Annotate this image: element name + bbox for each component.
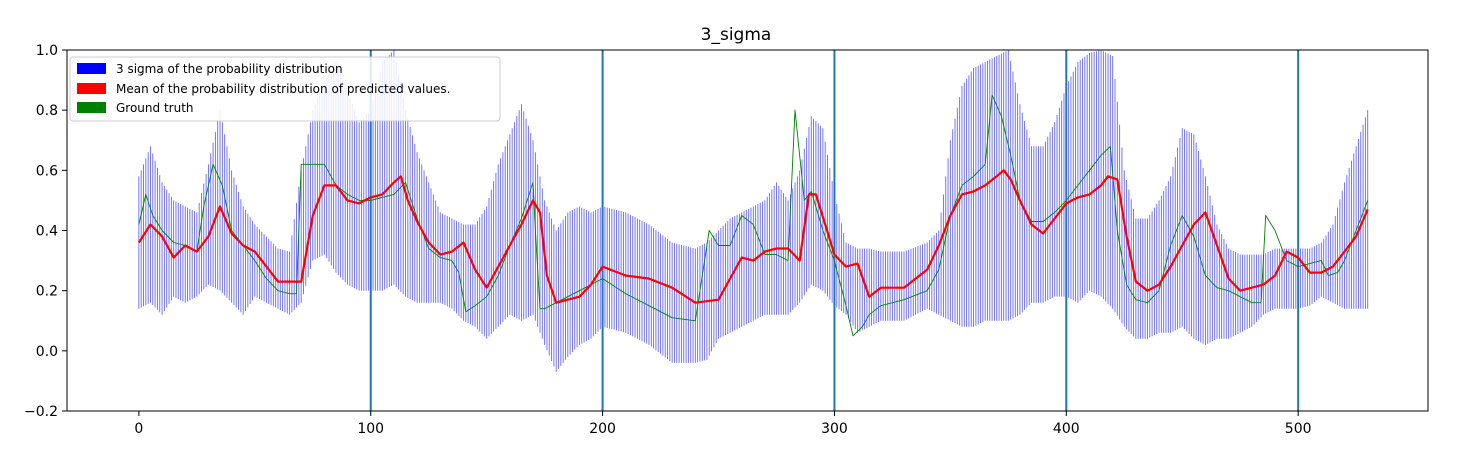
x-tick-label: 100 xyxy=(357,421,384,437)
y-tick-label: 0.0 xyxy=(36,344,58,360)
legend: 3 sigma of the probability distribution … xyxy=(69,56,501,122)
plot-area xyxy=(137,50,1369,411)
legend-label-sigma: 3 sigma of the probability distribution xyxy=(116,62,343,76)
legend-label-mean: Mean of the probability distribution of … xyxy=(116,82,450,96)
y-tick-label: 0.2 xyxy=(36,284,58,300)
axes: 0 100 200 300 400 500 −0.2 0.0 0.2 0.4 0.6 0.8 1.0 xyxy=(24,43,1429,437)
y-tick-label: 0.6 xyxy=(36,163,58,179)
legend-swatch-mean xyxy=(77,83,106,94)
y-tick-label: 0.4 xyxy=(36,224,58,240)
y-tick-label: 0.8 xyxy=(36,103,58,119)
mean-line xyxy=(137,169,1369,304)
chart-title: 3_sigma xyxy=(701,25,772,45)
x-tick-label: 400 xyxy=(1053,421,1080,437)
legend-label-ground-truth: Ground truth xyxy=(116,101,194,115)
x-tick-label: 200 xyxy=(589,421,616,437)
x-tick-label: 500 xyxy=(1285,421,1312,437)
legend-swatch-sigma xyxy=(77,63,106,74)
ground-truth-line xyxy=(138,94,1369,337)
y-tick-label: 1.0 xyxy=(36,43,58,59)
x-tick-label: 0 xyxy=(134,421,143,437)
legend-box xyxy=(69,56,501,122)
x-tick-label: 300 xyxy=(821,421,848,437)
sigma-band xyxy=(138,50,1369,372)
y-tick-label: −0.2 xyxy=(24,404,58,420)
plot-content xyxy=(137,50,1369,411)
legend-swatch-ground-truth xyxy=(77,102,106,113)
